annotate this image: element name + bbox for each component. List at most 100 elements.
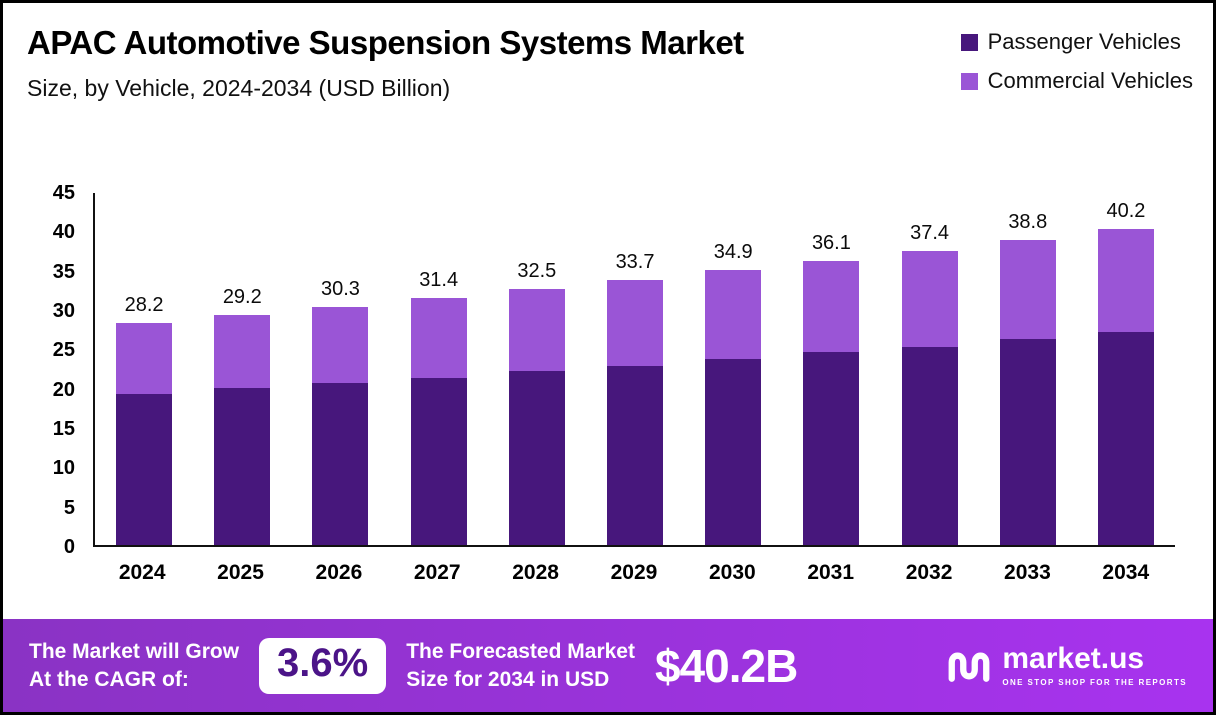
passenger-segment xyxy=(803,352,860,545)
passenger-segment xyxy=(214,388,271,545)
bar-stack xyxy=(214,315,271,545)
bar-column-2033: 38.8 xyxy=(979,193,1077,545)
bar-column-2028: 32.5 xyxy=(488,193,586,545)
bar-total-label: 33.7 xyxy=(615,250,655,273)
forecast-value: $40.2B xyxy=(654,639,798,692)
commercial-swatch-icon xyxy=(960,72,978,90)
bar-column-2025: 29.2 xyxy=(193,193,291,545)
bar-column-2032: 37.4 xyxy=(881,193,979,545)
brand-text: market.us ONE STOP SHOP FOR THE REPORTS xyxy=(1002,642,1187,688)
bar-stack xyxy=(901,250,958,545)
passenger-segment xyxy=(705,359,762,545)
commercial-segment xyxy=(116,323,173,394)
x-axis-label-2032: 2032 xyxy=(905,561,953,584)
title-block: APAC Automotive Suspension Systems Marke… xyxy=(27,24,744,102)
passenger-segment xyxy=(312,382,369,545)
bar-total-label: 30.3 xyxy=(321,277,360,300)
bar-stack xyxy=(508,289,565,545)
x-axis-label-2024: 2024 xyxy=(118,561,166,584)
commercial-segment xyxy=(214,315,271,389)
bar-total-label: 32.5 xyxy=(517,260,557,283)
passenger-segment xyxy=(410,378,467,545)
cagr-label: The Market will Grow At the CAGR of: xyxy=(29,640,240,691)
y-axis-tick-40: 40 xyxy=(52,221,75,244)
bar-column-2034: 40.2 xyxy=(1077,193,1175,545)
y-axis-tick-15: 15 xyxy=(52,418,75,440)
x-axis-label-2029: 2029 xyxy=(610,561,658,584)
x-axis-label-2027: 2027 xyxy=(413,561,461,584)
bar-stack xyxy=(1097,228,1154,545)
brand: market.us ONE STOP SHOP FOR THE REPORTS xyxy=(946,643,1187,689)
page-subtitle: Size, by Vehicle, 2024-2034 (USD Billion… xyxy=(27,75,451,102)
passenger-swatch-icon xyxy=(960,33,978,51)
bar-column-2027: 31.4 xyxy=(390,193,488,545)
legend-item-passenger: Passenger Vehicles xyxy=(960,29,1193,55)
y-axis-tick-10: 10 xyxy=(52,457,75,480)
bar-chart: 0 5 10 15 20 25 30 35 40 45 28.2 29.2 30.3 31.4 32.5 3… xyxy=(27,181,1189,606)
passenger-segment xyxy=(607,366,664,545)
bar-column-2030: 34.9 xyxy=(684,193,782,545)
brand-tagline: ONE STOP SHOP FOR THE REPORTS xyxy=(1002,678,1187,687)
market-us-logo-icon xyxy=(948,652,990,682)
y-axis-tick-20: 20 xyxy=(52,378,75,401)
passenger-segment xyxy=(508,371,565,545)
x-axis-label-2031: 2031 xyxy=(807,561,855,584)
bar-total-label: 36.1 xyxy=(811,232,851,255)
bar-column-2026: 30.3 xyxy=(291,193,389,545)
legend: Passenger Vehicles Commercial Vehicles xyxy=(960,25,1193,94)
y-axis-tick-25: 25 xyxy=(52,339,75,362)
bar-stack xyxy=(116,323,173,545)
cagr-badge: 3.6% xyxy=(259,637,387,694)
x-axis-label-2030: 2030 xyxy=(708,561,756,584)
legend-label-commercial: Commercial Vehicles xyxy=(987,68,1193,93)
bar-stack xyxy=(705,270,762,545)
x-axis-label-2033: 2033 xyxy=(1004,561,1051,584)
commercial-segment xyxy=(999,239,1056,339)
bar-stack xyxy=(803,261,860,545)
commercial-segment xyxy=(508,289,565,372)
commercial-segment xyxy=(901,250,958,347)
y-axis-tick-5: 5 xyxy=(63,496,75,519)
bar-column-2029: 33.7 xyxy=(586,193,684,545)
commercial-segment xyxy=(312,306,369,383)
bar-stack xyxy=(410,298,467,545)
legend-label-passenger: Passenger Vehicles xyxy=(987,29,1181,54)
passenger-segment xyxy=(1097,331,1154,545)
bar-stack xyxy=(607,279,664,545)
bar-stack xyxy=(312,306,369,545)
commercial-segment xyxy=(410,298,467,379)
footer-banner: The Market will Grow At the CAGR of: 3.6… xyxy=(3,619,1213,712)
forecast-label: The Forecasted Market Size for 2034 in U… xyxy=(406,640,635,691)
bar-column-2031: 36.1 xyxy=(782,193,880,545)
commercial-segment xyxy=(803,261,860,353)
y-axis-tick-45: 45 xyxy=(52,182,75,204)
y-axis-tick-0: 0 xyxy=(63,536,75,558)
bar-total-label: 38.8 xyxy=(1008,210,1048,233)
x-axis-label-2026: 2026 xyxy=(315,561,363,584)
commercial-segment xyxy=(607,279,664,367)
commercial-segment xyxy=(705,270,762,360)
commercial-segment xyxy=(1097,228,1154,332)
legend-item-commercial: Commercial Vehicles xyxy=(960,68,1193,94)
bar-total-label: 40.2 xyxy=(1106,199,1146,222)
x-axis-label-2025: 2025 xyxy=(217,561,264,584)
brand-name: market.us xyxy=(1002,642,1145,675)
bar-total-label: 29.2 xyxy=(222,286,262,309)
x-axis-label-2034: 2034 xyxy=(1102,561,1150,584)
x-axis-labels: 2024 2025 2026 2027 2028 2029 2030 2031 2032 2033… xyxy=(93,561,1175,585)
y-axis-tick-35: 35 xyxy=(52,260,75,283)
passenger-segment xyxy=(999,338,1056,545)
passenger-segment xyxy=(901,346,958,545)
bar-total-label: 28.2 xyxy=(124,294,164,317)
bar-column-2024: 28.2 xyxy=(95,193,193,545)
bar-total-label: 37.4 xyxy=(910,221,950,244)
plot-area: 28.2 29.2 30.3 31.4 32.5 33.7 34.9 36.1 37.4 38.8… xyxy=(93,193,1175,547)
passenger-segment xyxy=(116,393,173,545)
header: APAC Automotive Suspension Systems Marke… xyxy=(27,24,1193,102)
page-title: APAC Automotive Suspension Systems Marke… xyxy=(27,24,744,61)
bar-total-label: 34.9 xyxy=(713,241,753,264)
bar-stack xyxy=(999,239,1056,545)
bar-total-label: 31.4 xyxy=(419,269,459,291)
y-axis-tick-30: 30 xyxy=(52,300,75,322)
